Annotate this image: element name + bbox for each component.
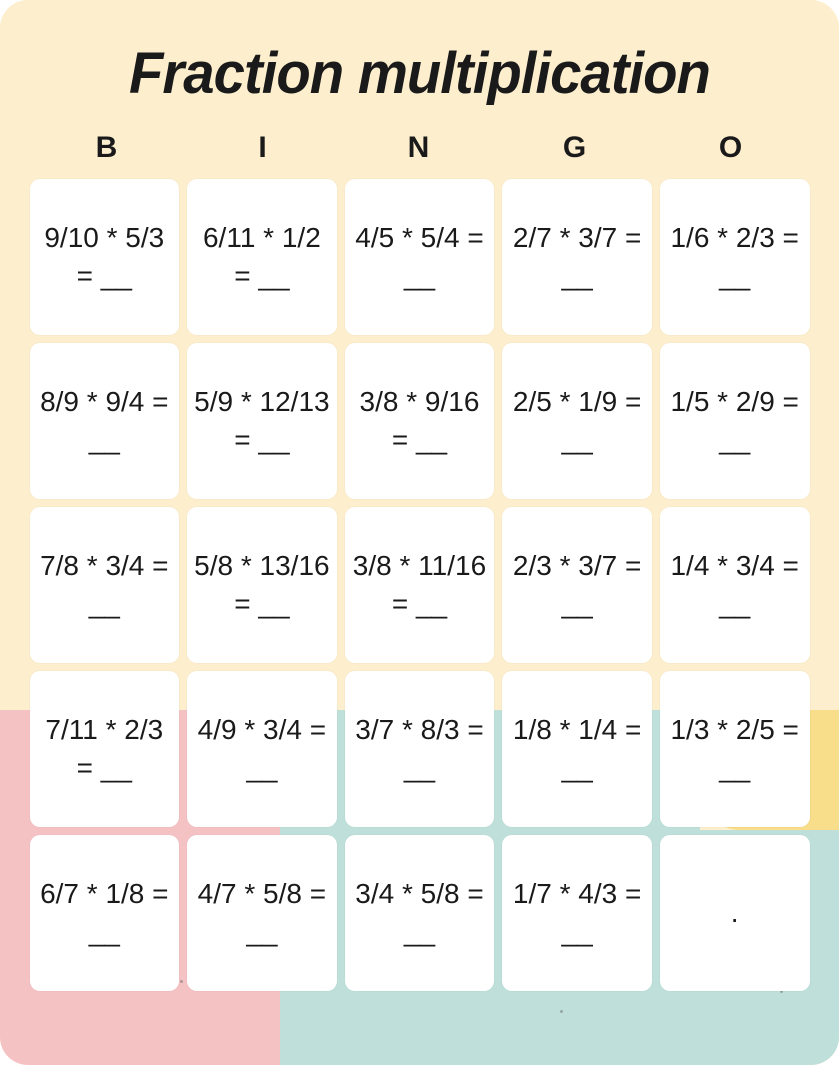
bingo-cell[interactable]: 1/4 * 3/4 = __	[660, 507, 810, 663]
bingo-grid: 9/10 * 5/3 = __ 6/11 * 1/2 = __ 4/5 * 5/…	[30, 179, 810, 991]
bingo-cell[interactable]: 2/5 * 1/9 = __	[502, 343, 652, 499]
bingo-cell[interactable]: 6/7 * 1/8 = __	[30, 835, 180, 991]
bingo-cell[interactable]: 3/8 * 9/16 = __	[345, 343, 495, 499]
bingo-cell[interactable]: 9/10 * 5/3 = __	[30, 179, 180, 335]
header-b: B	[30, 131, 186, 165]
bingo-cell[interactable]: 5/8 * 13/16 = __	[187, 507, 337, 663]
bingo-cell[interactable]: 7/8 * 3/4 = __	[30, 507, 180, 663]
bingo-cell[interactable]: 3/4 * 5/8 = __	[345, 835, 495, 991]
bingo-cell[interactable]: 1/7 * 4/3 = __	[502, 835, 652, 991]
bingo-headers: B I N G O	[30, 131, 810, 165]
header-g: G	[498, 131, 654, 165]
card-content: Fraction multiplication B I N G O 9/10 *…	[0, 0, 839, 1021]
bingo-cell[interactable]: 2/7 * 3/7 = __	[502, 179, 652, 335]
bingo-cell[interactable]: 5/9 * 12/13 = __	[187, 343, 337, 499]
bingo-cell[interactable]: 1/6 * 2/3 = __	[660, 179, 810, 335]
bingo-cell[interactable]: 1/8 * 1/4 = __	[502, 671, 652, 827]
card-title: Fraction multiplication	[129, 40, 710, 107]
bingo-cell[interactable]: 1/3 * 2/5 = __	[660, 671, 810, 827]
header-i: I	[186, 131, 342, 165]
bingo-cell[interactable]: 4/9 * 3/4 = __	[187, 671, 337, 827]
bingo-cell[interactable]: 3/7 * 8/3 = __	[345, 671, 495, 827]
header-o: O	[654, 131, 810, 165]
header-n: N	[342, 131, 498, 165]
bingo-cell[interactable]: 3/8 * 11/16 = __	[345, 507, 495, 663]
bingo-cell[interactable]: 6/11 * 1/2 = __	[187, 179, 337, 335]
bingo-cell[interactable]: 8/9 * 9/4 = __	[30, 343, 180, 499]
bingo-cell[interactable]: 4/7 * 5/8 = __	[187, 835, 337, 991]
bingo-cell[interactable]: 2/3 * 3/7 = __	[502, 507, 652, 663]
bingo-cell[interactable]: .	[660, 835, 810, 991]
bingo-cell[interactable]: 7/11 * 2/3 = __	[30, 671, 180, 827]
bingo-cell[interactable]: 1/5 * 2/9 = __	[660, 343, 810, 499]
bingo-cell[interactable]: 4/5 * 5/4 = __	[345, 179, 495, 335]
bingo-card: Fraction multiplication B I N G O 9/10 *…	[0, 0, 839, 1065]
